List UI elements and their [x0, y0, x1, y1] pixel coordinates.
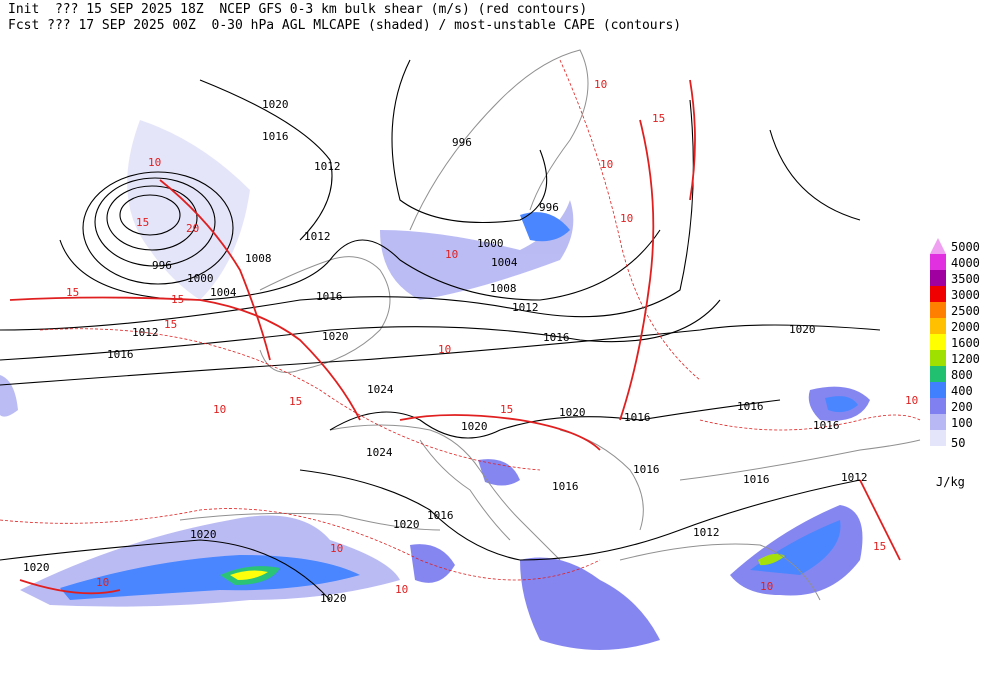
isobar-label: 1016 — [624, 411, 651, 424]
isobar-label: 1020 — [190, 528, 217, 541]
legend-swatch — [930, 430, 946, 446]
shear-label: 10 — [445, 248, 458, 261]
isobar-label: 1012 — [314, 160, 341, 173]
legend-label: 2500 — [951, 304, 980, 318]
legend-swatch — [930, 254, 946, 270]
isobar-label: 1012 — [693, 526, 720, 539]
shear-label: 10 — [594, 78, 607, 91]
isobar-label: 1016 — [813, 419, 840, 432]
isobar-label: 1016 — [737, 400, 764, 413]
isobar-label: 1012 — [512, 301, 539, 314]
shear-label: 10 — [438, 343, 451, 356]
cape-shading — [0, 120, 870, 650]
isobar-label: 1016 — [316, 290, 343, 303]
legend-label: 3500 — [951, 272, 980, 286]
legend-label: 2000 — [951, 320, 980, 334]
legend-label: 5000 — [951, 240, 980, 254]
shear-label: 15 — [136, 216, 149, 229]
isobar-label: 1016 — [552, 480, 579, 493]
legend-swatch — [930, 398, 946, 414]
isobar-label: 1012 — [132, 326, 159, 339]
header-line: Init ??? 15 SEP 2025 18Z NCEP GFS 0-3 km… — [8, 2, 587, 17]
shear-label: 10 — [905, 394, 918, 407]
isobar-label: 1004 — [491, 256, 518, 269]
legend-label: 1600 — [951, 336, 980, 350]
legend: 5000 4000 3500 3000 2500 2000 1600 1200 800 400 20… — [930, 238, 980, 489]
shear-label: 15 — [289, 395, 302, 408]
legend-swatch — [930, 334, 946, 350]
isobar-label: 1016 — [543, 331, 570, 344]
legend-swatch — [930, 350, 946, 366]
shear-contours-dashed — [0, 59, 921, 581]
isobar-label: 1000 — [187, 272, 214, 285]
coastlines — [179, 49, 921, 601]
isobar-label: 1016 — [633, 463, 660, 476]
isobar-label: 1008 — [490, 282, 517, 295]
isobar-label: 1000 — [477, 237, 504, 250]
shear-label: 15 — [500, 403, 513, 416]
legend-label: 1200 — [951, 352, 980, 366]
legend-label: 800 — [951, 368, 973, 382]
legend-swatch — [930, 286, 946, 302]
legend-label: 400 — [951, 384, 973, 398]
isobar-label: 1020 — [262, 98, 289, 111]
shear-label: 10 — [620, 212, 633, 225]
legend-label: 4000 — [951, 256, 980, 270]
isobar-label: 1020 — [461, 420, 488, 433]
isobar-label: 996 — [152, 259, 172, 272]
isobar-label: 1016 — [262, 130, 289, 143]
shear-label: 15 — [171, 293, 184, 306]
shear-label: 15 — [66, 286, 79, 299]
shear-label: 10 — [760, 580, 773, 593]
legend-label: 50 — [951, 436, 965, 450]
contour-labels: 1020101610129961012100010041008996101610… — [23, 78, 918, 605]
shear-label: 10 — [395, 583, 408, 596]
legend-unit: J/kg — [936, 475, 965, 489]
shear-label: 15 — [652, 112, 665, 125]
shear-label: 10 — [330, 542, 343, 555]
isobar-label: 1016 — [107, 348, 134, 361]
isobar-label: 996 — [452, 136, 472, 149]
legend-swatch — [930, 382, 946, 398]
isobar-label: 1004 — [210, 286, 237, 299]
isobar-label: 1024 — [366, 446, 393, 459]
isobar-label: 1020 — [320, 592, 347, 605]
isobar-label: 1020 — [23, 561, 50, 574]
isobars — [0, 59, 881, 601]
shear-label: 10 — [96, 576, 109, 589]
legend-swatch — [930, 318, 946, 334]
isobar-label: 1020 — [559, 406, 586, 419]
legend-label: 200 — [951, 400, 973, 414]
isobar-label: 1008 — [245, 252, 272, 265]
legend-swatch — [930, 366, 946, 382]
shear-label: 10 — [148, 156, 161, 169]
isobar-label: 1012 — [841, 471, 868, 484]
shear-label: 15 — [164, 318, 177, 331]
legend-swatch — [930, 238, 946, 254]
isobar-label: 1020 — [322, 330, 349, 343]
isobar-label: 1016 — [743, 473, 770, 486]
legend-label: 100 — [951, 416, 973, 430]
shear-contours — [9, 79, 901, 595]
shear-label: 10 — [213, 403, 226, 416]
header-line: Fcst ??? 17 SEP 2025 00Z 0-30 hPa AGL ML… — [8, 18, 681, 33]
isobar-label: 996 — [539, 201, 559, 214]
isobar-label: 1024 — [367, 383, 394, 396]
isobar-label: 1020 — [789, 323, 816, 336]
shear-label: 15 — [873, 540, 886, 553]
legend-swatch — [930, 302, 946, 318]
legend-swatch — [930, 270, 946, 286]
legend-label: 3000 — [951, 288, 980, 302]
shear-label: 20 — [186, 222, 199, 235]
isobar-label: 1012 — [304, 230, 331, 243]
shear-label: 10 — [600, 158, 613, 171]
isobar-label: 1016 — [427, 509, 454, 522]
legend-swatch — [930, 414, 946, 430]
isobar-label: 1020 — [393, 518, 420, 531]
